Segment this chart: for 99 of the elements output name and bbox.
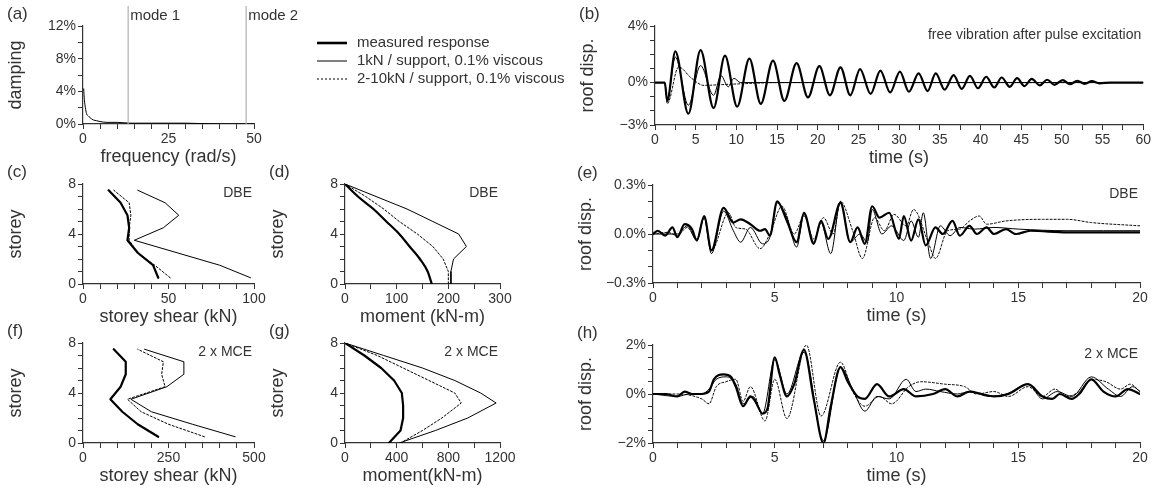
x-axis-title: storey shear (kN) [99,306,238,327]
x-axis-title: time (s) [869,147,930,168]
y-axis-title: roof disp. [576,38,597,113]
y-tick-label: 0.3% [614,175,646,192]
annotation: DBE [469,183,498,200]
annotation: 2 x MCE [1084,344,1138,361]
y-tick-label: 8 [68,174,77,191]
x-tick-label: 10 [888,449,905,466]
x-tick-label: 25 [160,130,177,147]
y-tick-label: −2% [617,433,646,450]
y-tick-label: −3% [619,115,648,132]
y-tick-label: 12% [47,16,76,33]
y-tick-label: 8 [68,333,77,350]
y-tick-label: 8 [330,174,339,191]
chart-title: (e) [577,163,598,183]
ref-line-label: mode 1 [130,6,181,23]
y-tick-label: 0% [625,384,646,401]
x-tick-label: 100 [384,290,409,307]
y-axis-title: damping [4,40,25,110]
x-tick-label: 250 [156,449,181,466]
legend-label: 1kN / support, 0.1% viscous [357,51,543,69]
x-tick-label: 400 [384,449,409,466]
annotation: free vibration after pulse excitation [927,25,1142,42]
y-tick-label: −0.3% [605,273,646,290]
x-tick-label: 25 [850,131,867,148]
y-axis-title: storey [4,368,25,418]
x-tick-label: 30 [891,131,908,148]
chart-title: (h) [577,323,598,343]
chart-title: (a) [7,4,28,24]
x-tick-label: 300 [488,290,512,307]
y-tick-label: 4 [68,224,77,241]
x-axis-title: frequency (rad/s) [100,146,237,167]
y-tick-label: 4 [330,383,339,400]
y-tick-label: 4% [627,16,648,33]
y-tick-label: 0.0% [614,224,646,241]
x-tick-label: 10 [888,289,905,306]
x-axis-title: time (s) [866,465,927,486]
x-tick-label: 0 [341,290,350,307]
x-tick-label: 1200 [484,449,516,466]
x-axis-title: time (s) [866,305,927,326]
x-tick-label: 20 [1132,449,1148,466]
x-tick-label: 0 [79,449,88,466]
x-tick-label: 500 [242,449,266,466]
x-tick-label: 15 [769,131,786,148]
chart-title: (d) [269,162,290,182]
chart-title: (f) [7,321,24,341]
x-tick-label: 20 [1132,289,1148,306]
x-tick-label: 0 [79,130,88,147]
y-axis-title: storey [266,368,287,418]
y-axis-title: storey [4,209,25,259]
y-axis-title: roof disp. [574,196,595,272]
y-tick-label: 0 [68,274,77,291]
x-tick-label: 50 [160,290,177,307]
x-tick-label: 35 [932,131,948,148]
chart-title: (b) [579,4,600,24]
ref-line-label: mode 2 [248,6,299,23]
y-tick-label: 8 [330,333,339,350]
y-tick-label: 0% [627,73,648,90]
y-tick-label: 0% [55,114,76,131]
y-tick-label: 8% [55,49,76,66]
x-axis-title: moment(kN-m) [362,465,483,486]
x-tick-label: 5 [691,131,700,148]
y-tick-label: 4% [55,82,76,99]
x-tick-label: 50 [1054,131,1070,148]
x-tick-label: 10 [728,131,745,148]
annotation: DBE [1109,184,1138,201]
x-tick-label: 40 [972,131,989,148]
x-tick-label: 15 [1010,449,1027,466]
x-tick-label: 20 [809,131,826,148]
x-tick-label: 0 [341,449,350,466]
x-tick-label: 5 [770,289,779,306]
legend-label: measured response [357,33,490,51]
y-axis-title: roof disp. [574,356,595,432]
y-tick-label: 0 [68,433,77,450]
x-tick-label: 0 [79,290,88,307]
x-axis-title: moment (kN-m) [360,306,485,327]
chart-title: (c) [7,162,27,182]
x-tick-label: 5 [770,449,779,466]
x-tick-label: 800 [436,449,461,466]
chart-title: (g) [269,321,290,341]
y-tick-label: 4 [68,383,77,400]
annotation: DBE [223,183,252,200]
x-tick-label: 15 [1010,289,1027,306]
x-axis-title: storey shear (kN) [99,465,238,486]
x-tick-label: 0 [651,131,660,148]
y-axis-title: storey [266,209,287,259]
y-tick-label: 0 [330,274,339,291]
annotation: 2 x MCE [444,342,498,359]
x-tick-label: 200 [436,290,461,307]
legend-label: 2-10kN / support, 0.1% viscous [357,69,565,87]
x-tick-label: 60 [1135,131,1152,148]
x-tick-label: 55 [1094,131,1111,148]
x-tick-label: 45 [1013,131,1030,148]
x-tick-label: 50 [246,130,262,147]
y-tick-label: 2% [625,335,646,352]
annotation: 2 x MCE [198,342,252,359]
x-tick-label: 100 [242,290,266,307]
y-tick-label: 0 [330,433,339,450]
y-tick-label: 4 [330,224,339,241]
